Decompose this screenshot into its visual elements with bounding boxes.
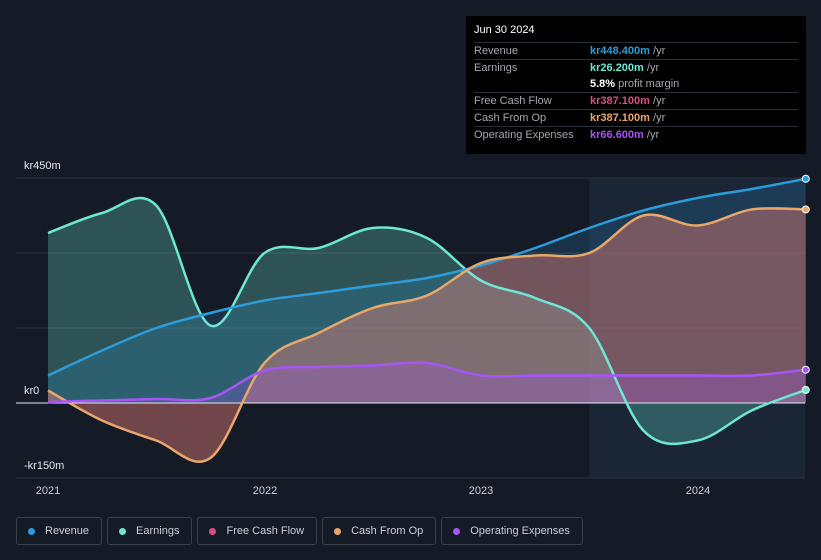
y-tick-label-zero: kr0	[24, 385, 40, 397]
area-cash-from-op	[48, 208, 806, 462]
line-operating-expenses	[47, 361, 806, 404]
tooltip-date: Jun 30 2024	[474, 24, 535, 36]
tooltip-label: Cash From Op	[474, 112, 547, 124]
x-tick-label-2024: 2024	[685, 485, 711, 497]
legend-item-earnings[interactable]: Earnings	[107, 517, 193, 545]
tooltip-label: Earnings	[474, 62, 518, 74]
legend-item-revenue[interactable]: Revenue	[16, 517, 103, 545]
area-operating-expenses	[48, 362, 806, 403]
legend-label: Cash From Op	[351, 525, 424, 537]
tooltip-label	[474, 76, 590, 92]
tooltip-value: kr448.400m	[590, 45, 650, 57]
tooltip-unit: /yr	[653, 95, 666, 107]
line-cash-from-op	[47, 207, 806, 463]
legend-label: Free Cash Flow	[226, 525, 305, 537]
y-tick-label-bottom: -kr150m	[24, 460, 65, 472]
tooltip-unit: /yr	[646, 62, 660, 74]
point-cash-from-op	[801, 205, 810, 214]
x-tick-label-2022: 2022	[252, 485, 278, 497]
chart-canvas	[16, 174, 810, 479]
legend-label: Revenue	[45, 525, 90, 537]
tooltip-label: Operating Expenses	[474, 129, 574, 141]
tooltip-label: Free Cash Flow	[474, 95, 552, 107]
point-revenue	[801, 174, 810, 183]
tooltip-unit: profit margin	[618, 78, 680, 90]
point-earnings	[801, 385, 810, 394]
legend-label: Operating Expenses	[470, 525, 570, 537]
tooltip-value: kr387.100m	[590, 95, 650, 107]
tooltip-value: kr26.200m	[590, 62, 644, 74]
line-revenue	[47, 177, 806, 377]
tooltip-row-free-cash-flow: Free Cash Flow kr387.100m /yr	[474, 92, 798, 109]
tooltip-label: Revenue	[474, 45, 519, 57]
legend-label: Earnings	[136, 525, 180, 537]
tooltip-value: 5.8%	[590, 78, 616, 90]
tooltip-unit: /yr	[653, 112, 666, 124]
y-tick-label-top: kr450m	[24, 160, 61, 172]
tooltip-value: kr387.100m	[590, 112, 650, 124]
legend-dot-icon	[28, 527, 35, 535]
legend-dot-icon	[209, 527, 217, 535]
data-tooltip: Jun 30 2024 Revenue kr448.400m /yr Earni…	[466, 16, 806, 154]
x-tick-label-2023: 2023	[468, 485, 494, 497]
legend-item-free-cash-flow[interactable]: Free Cash Flow	[197, 517, 318, 545]
tooltip-row-cash-from-op: Cash From Op kr387.100m /yr	[474, 109, 798, 126]
point-operating-expenses	[801, 365, 810, 374]
tooltip-unit: /yr	[653, 45, 666, 57]
area-free-cash-flow	[48, 208, 806, 462]
legend: Revenue Earnings Free Cash Flow Cash Fro…	[16, 517, 583, 545]
tooltip-row-earnings: Earnings kr26.200m /yr	[474, 59, 798, 76]
legend-item-operating-expenses[interactable]: Operating Expenses	[441, 517, 583, 545]
legend-dot-icon	[453, 527, 461, 535]
tooltip-row-revenue: Revenue kr448.400m /yr	[474, 42, 798, 59]
line-earnings	[47, 196, 807, 446]
tooltip-unit: /yr	[646, 129, 660, 141]
tooltip-row-profit-margin: 5.8% profit margin	[474, 76, 798, 92]
legend-dot-icon	[334, 527, 342, 535]
x-tick-label-2021: 2021	[35, 485, 61, 497]
tooltip-value: kr66.600m	[590, 129, 644, 141]
legend-item-cash-from-op[interactable]: Cash From Op	[322, 517, 437, 545]
legend-dot-icon	[119, 527, 127, 535]
tooltip-row-operating-expenses: Operating Expenses kr66.600m /yr	[474, 126, 798, 143]
